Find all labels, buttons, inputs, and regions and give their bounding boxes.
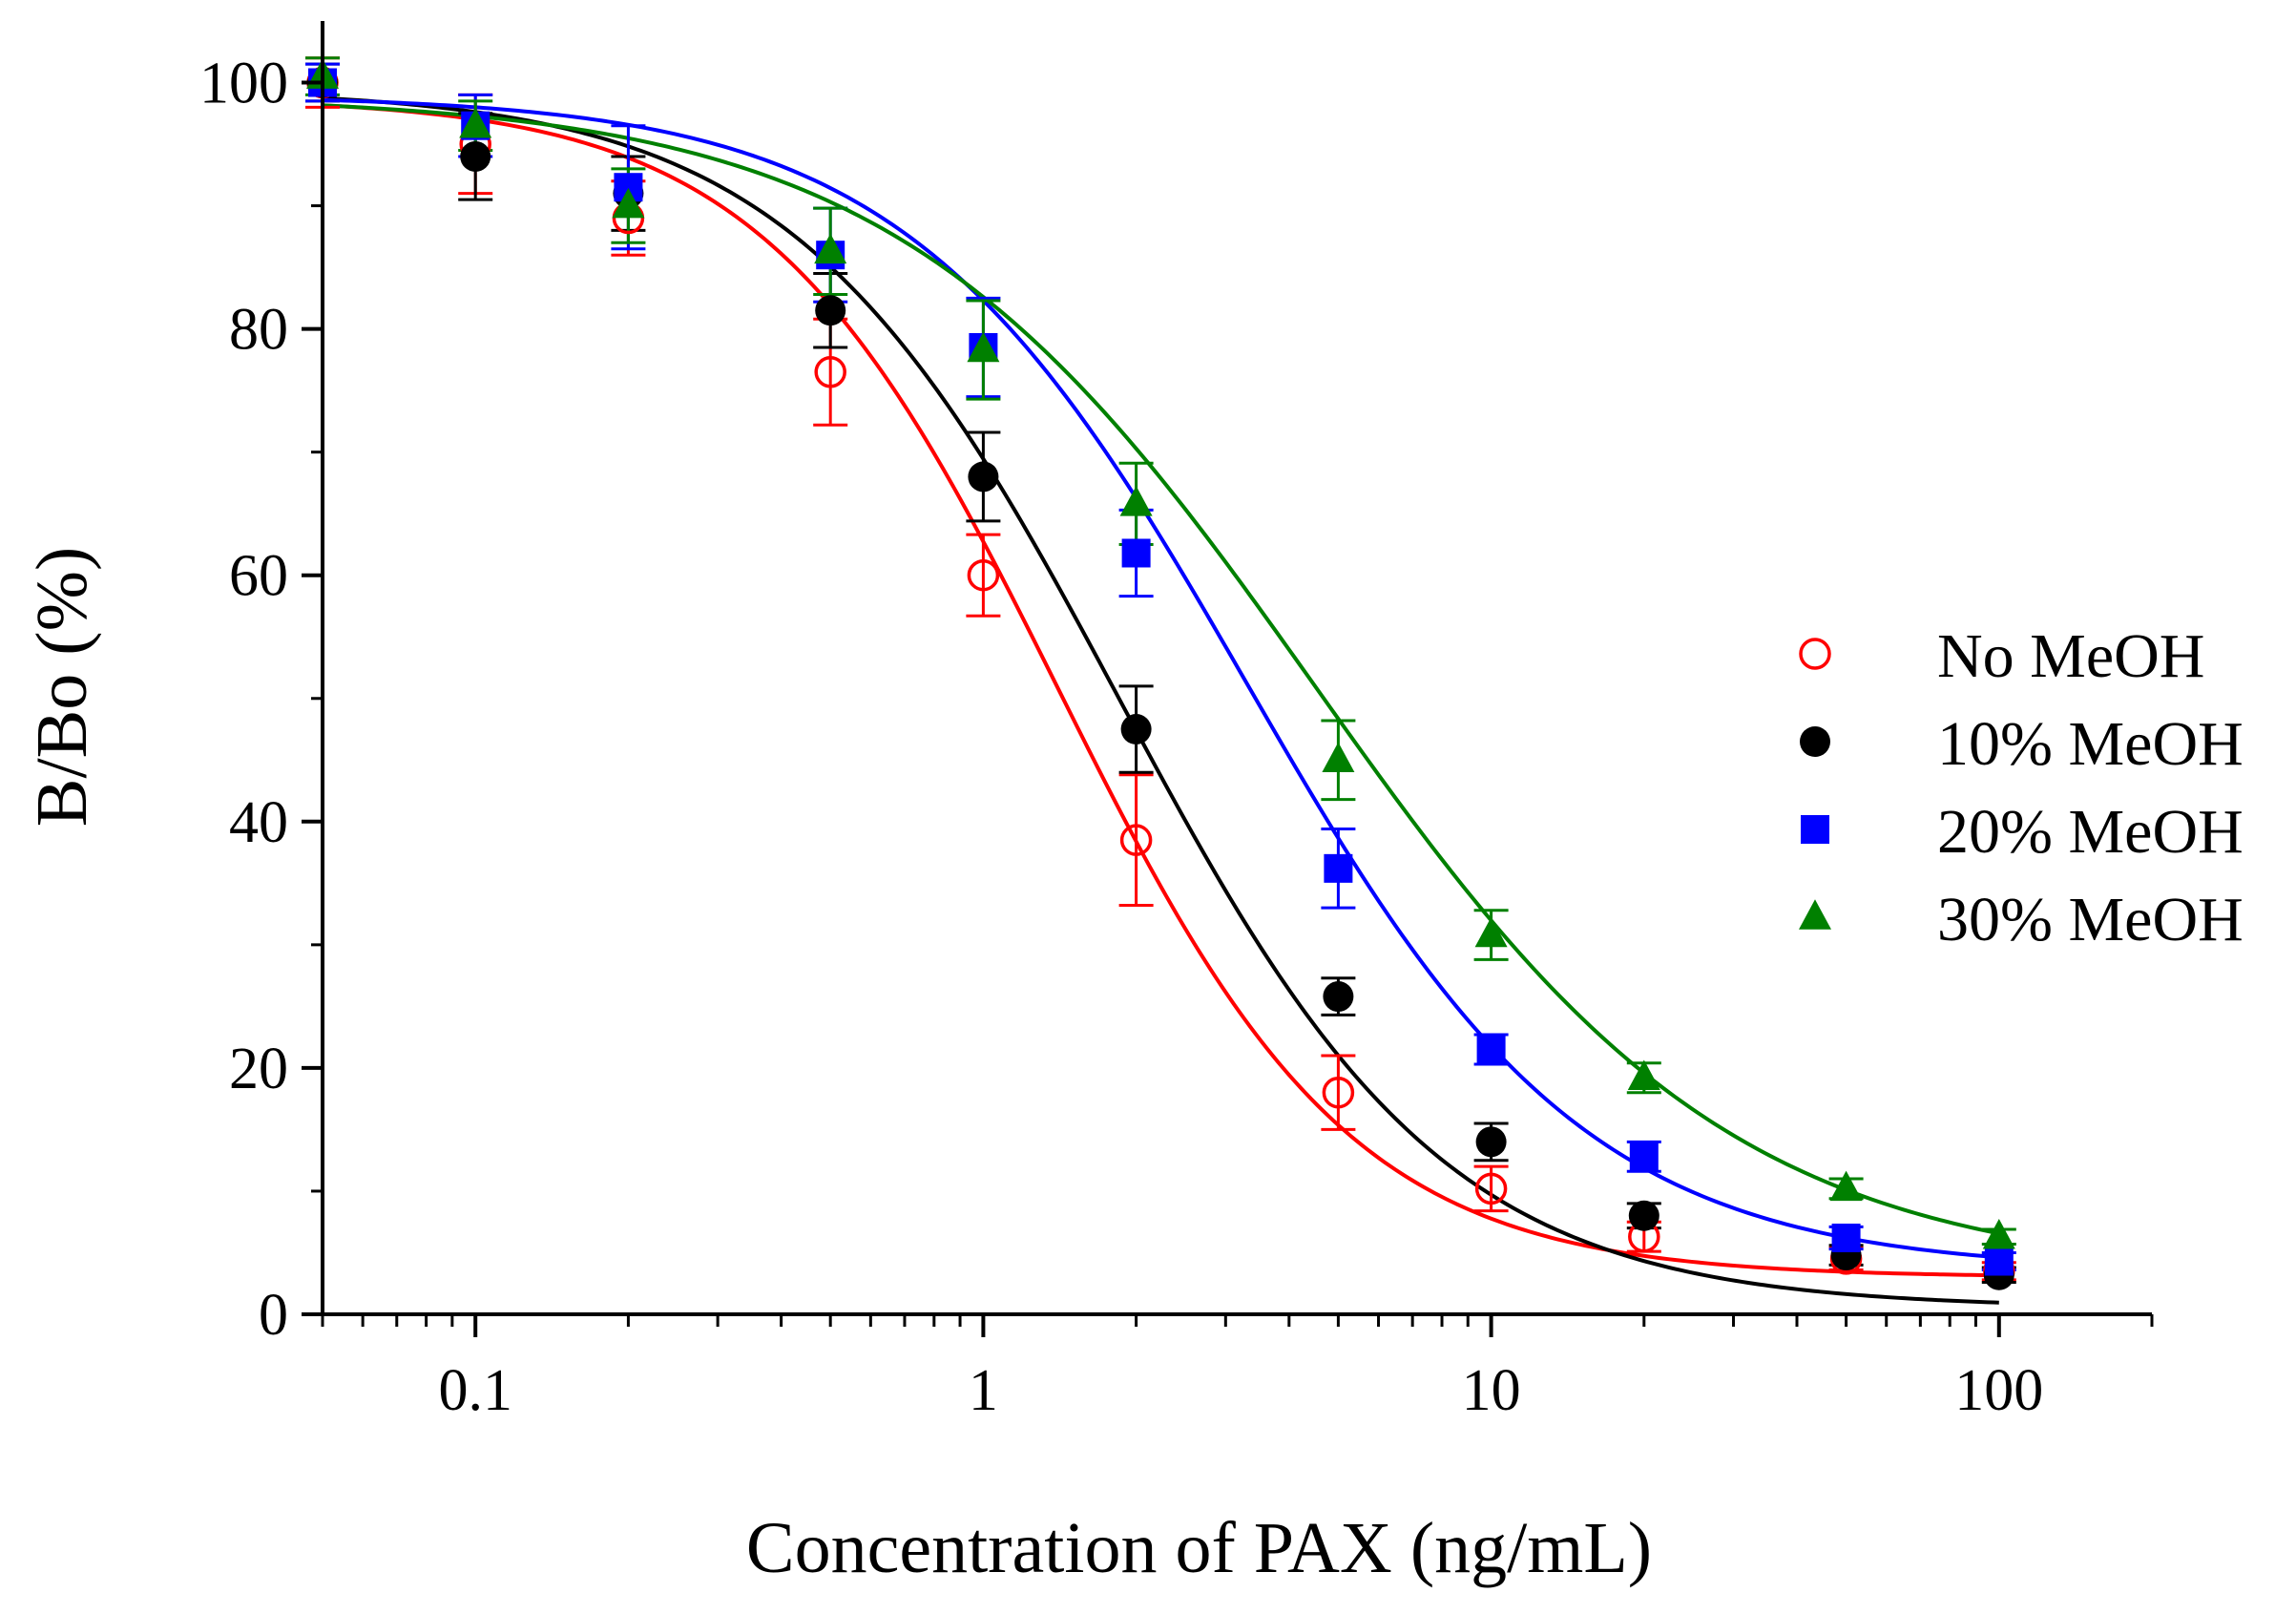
legend-marker	[1801, 815, 1829, 844]
legend-marker	[1799, 899, 1831, 930]
legend-label: 30% MeOH	[1937, 885, 2244, 954]
fit-curve	[322, 103, 2000, 1236]
x-tick-label: 10	[1462, 1358, 1521, 1423]
data-point	[460, 140, 491, 172]
axes: 0 20 40 60 80 100 0.1 1 10 100	[199, 21, 2154, 1423]
data-point	[968, 461, 999, 493]
data-point	[1119, 824, 1153, 856]
x-tick-label: 100	[1954, 1358, 2043, 1423]
data-point	[1324, 853, 1353, 883]
data-point	[612, 187, 645, 219]
data-point	[815, 295, 846, 326]
data-point	[459, 107, 492, 138]
data-point	[1323, 981, 1354, 1013]
legend-marker	[1799, 638, 1831, 670]
legend-label: 10% MeOH	[1937, 709, 2244, 779]
x-tick-label: 0.1	[438, 1358, 512, 1423]
x-axis-title: Concentration of PAX (ng/mL)	[746, 1508, 1652, 1588]
fit-curve	[322, 95, 1999, 1305]
data-point	[1831, 1223, 1861, 1252]
fit-curves	[322, 95, 2000, 1305]
data-point	[1322, 1076, 1355, 1109]
legend-label: 20% MeOH	[1937, 797, 2244, 867]
data-point	[1474, 1172, 1508, 1205]
y-ticks: 0 20 40 60 80 100	[199, 52, 323, 1348]
data-point	[1627, 1059, 1660, 1090]
data-point	[1628, 1200, 1659, 1231]
legend-marker	[1800, 726, 1830, 757]
y-axis-title: B/Bo (%)	[22, 547, 102, 827]
data-point	[1476, 1035, 1506, 1064]
data-point	[1829, 1170, 1863, 1202]
data-point	[814, 233, 847, 264]
x-ticks: 0.1 1 10 100	[321, 1314, 2154, 1423]
y-tick-label: 40	[229, 790, 288, 855]
legend-label: No MeOH	[1937, 621, 2204, 691]
y-tick-label: 0	[259, 1283, 288, 1348]
data-point	[1982, 1219, 2015, 1249]
y-tick-label: 20	[229, 1037, 288, 1101]
data-points	[306, 58, 2015, 1290]
data-point	[814, 356, 846, 388]
error-bars	[305, 56, 2016, 1284]
data-point	[1629, 1142, 1659, 1171]
y-tick-label: 60	[229, 544, 288, 609]
data-point	[1121, 538, 1151, 568]
data-point	[1120, 714, 1152, 745]
data-point	[1984, 1247, 2014, 1276]
data-point	[967, 331, 1000, 363]
data-point	[1322, 742, 1355, 773]
legend: No MeOH 10% MeOH 20% MeOH 30% MeOH	[1799, 621, 2244, 954]
data-point	[1119, 486, 1153, 516]
y-tick-label: 100	[199, 52, 288, 116]
data-point	[967, 558, 1000, 592]
data-point	[1474, 916, 1508, 948]
fit-curve	[322, 103, 1999, 1278]
data-point	[1475, 1126, 1507, 1158]
fit-curve	[322, 97, 1999, 1260]
y-tick-label: 80	[229, 298, 288, 363]
x-tick-label: 1	[969, 1358, 998, 1423]
